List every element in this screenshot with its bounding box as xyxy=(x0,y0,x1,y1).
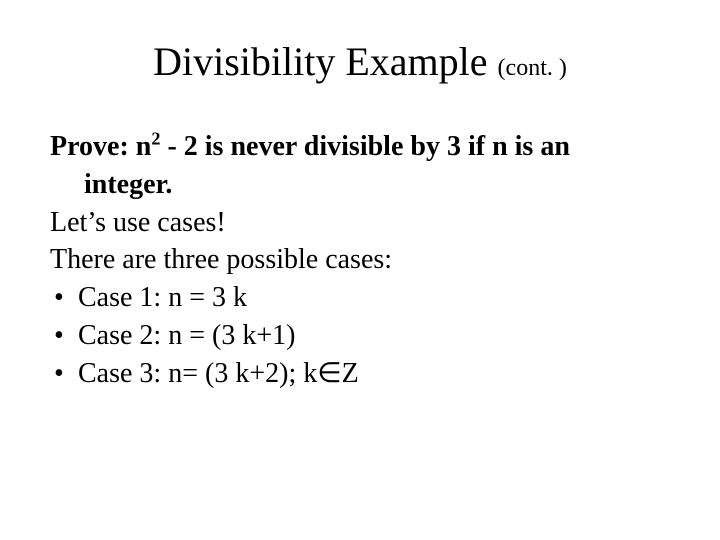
cases-intro-2: There are three possible cases: xyxy=(50,242,670,278)
title-main: Divisibility Example xyxy=(153,39,497,84)
case-2: Case 2: n = (3 k+1) xyxy=(78,320,295,351)
title-cont: (cont. ) xyxy=(498,55,567,81)
prove-after-sup: - 2 is never divisible by 3 if n is an xyxy=(160,131,569,162)
prove-line-2: integer. xyxy=(50,167,670,203)
cases-list: Case 1: n = 3 k Case 2: n = (3 k+1) Case… xyxy=(50,280,670,391)
slide-body: Prove: n2 - 2 is never divisible by 3 if… xyxy=(50,129,670,392)
slide: Divisibility Example (cont. ) Prove: n2 … xyxy=(0,0,720,540)
list-item: Case 3: n= (3 k+2); k∈Z xyxy=(50,356,670,392)
list-item: Case 2: n = (3 k+1) xyxy=(50,318,670,354)
case-1: Case 1: n = 3 k xyxy=(78,282,247,313)
case-3: Case 3: n= (3 k+2); k∈Z xyxy=(78,358,359,389)
slide-title: Divisibility Example (cont. ) xyxy=(50,38,670,85)
prove-label: Prove: xyxy=(50,131,136,162)
list-item: Case 1: n = 3 k xyxy=(50,280,670,316)
prove-line-1: Prove: n2 - 2 is never divisible by 3 if… xyxy=(50,129,670,165)
prove-statement: n2 - 2 is never divisible by 3 if n is a… xyxy=(136,131,570,162)
cases-intro-1: Let’s use cases! xyxy=(50,205,670,241)
prove-before-sup: n xyxy=(136,131,152,162)
